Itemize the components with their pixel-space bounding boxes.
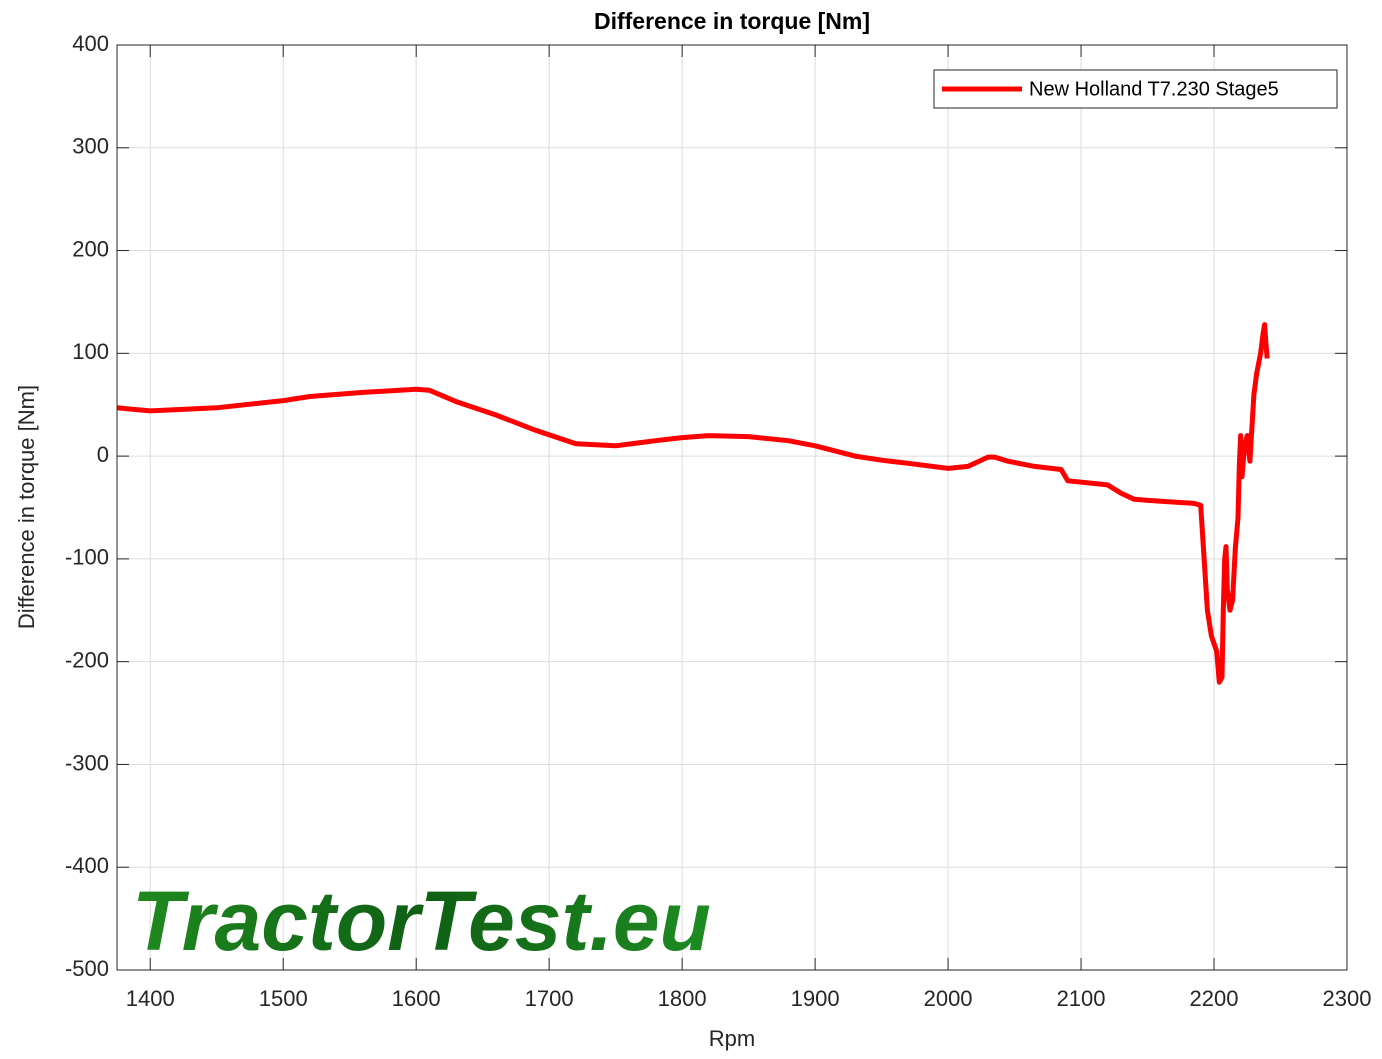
y-tick-label: 400 — [72, 31, 109, 56]
x-tick-label: 2000 — [924, 986, 973, 1011]
y-axis-label: Difference in torque [Nm] — [14, 385, 39, 629]
x-tick-label: 2300 — [1323, 986, 1372, 1011]
y-tick-label: -400 — [65, 853, 109, 878]
watermark: TractorTest.eu — [132, 874, 711, 968]
y-tick-label: -500 — [65, 956, 109, 981]
axes-frame — [116, 44, 1348, 971]
y-tick-label: -200 — [65, 647, 109, 672]
plot — [116, 44, 1348, 971]
x-tick-label: 1800 — [658, 986, 707, 1011]
x-tick-label: 2200 — [1190, 986, 1239, 1011]
x-tick-label: 1500 — [259, 986, 308, 1011]
x-tick-label: 1400 — [126, 986, 175, 1011]
y-tick-label: 200 — [72, 236, 109, 261]
x-tick-label: 1900 — [791, 986, 840, 1011]
y-tick-label: -100 — [65, 545, 109, 570]
y-tick-label: -300 — [65, 750, 109, 775]
legend-label: New Holland T7.230 Stage5 — [1029, 78, 1279, 100]
x-tick-label: 1700 — [525, 986, 574, 1011]
y-tick-label: 300 — [72, 134, 109, 159]
x-tick-label: 1600 — [392, 986, 441, 1011]
data-line — [116, 322, 1270, 685]
chart-title: Difference in torque [Nm] — [594, 8, 870, 34]
x-axis-label: Rpm — [709, 1026, 755, 1051]
x-tick-label: 2100 — [1057, 986, 1106, 1011]
y-tick-label: 0 — [97, 442, 109, 467]
grid — [117, 44, 1348, 971]
y-tick-label: 100 — [72, 339, 109, 364]
